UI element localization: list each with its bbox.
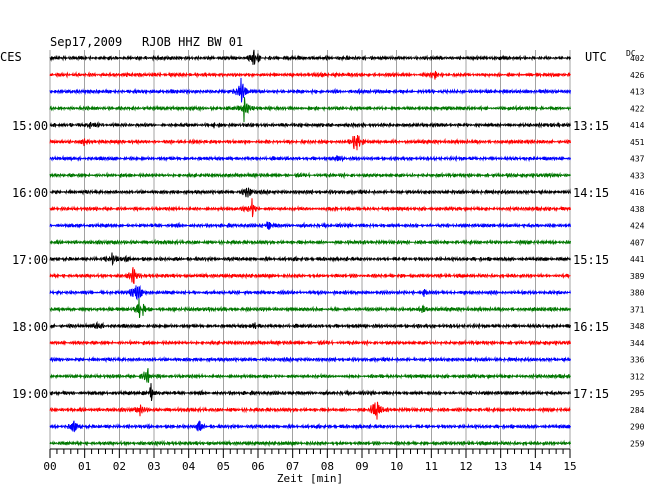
x-tick-label-1: 01 [78,460,91,473]
dc-offset-labels: 402 426 413 422 414 451 437 433 416 438 424 407 441 3… [630,54,645,448]
left-hour-labels: 15:00 16:00 17:00 18:00 19:00 [12,119,48,401]
trace-18 [49,355,571,364]
trace-13 [49,267,571,284]
x-tick-label-10: 10 [390,460,403,473]
right-hour-label-2: 15:15 [573,253,609,267]
trace-5 [49,134,571,151]
trace-group [49,49,571,448]
dc-offset-23: 259 [630,439,645,448]
x-tick-label-15: 15 [563,460,576,473]
dc-offset-12: 441 [630,255,645,264]
x-tick-label-8: 08 [321,460,334,473]
trace-2 [49,77,571,103]
x-axis-tick-labels: 00 01 02 03 04 05 06 07 08 09 10 11 12 13 14 15 [43,460,576,473]
x-tick-label-0: 00 [43,460,56,473]
dc-offset-20: 295 [630,389,645,398]
trace-17 [49,338,571,347]
right-timezone-label: UTC [585,50,607,64]
dc-offset-13: 389 [630,272,645,281]
dc-offset-2: 413 [630,88,645,97]
trace-14 [49,284,571,301]
trace-1 [49,70,571,80]
left-hour-label-1: 16:00 [12,186,48,200]
dc-offset-9: 438 [630,205,645,214]
x-tick-label-9: 09 [355,460,368,473]
trace-4 [49,121,571,129]
trace-15 [49,298,571,318]
x-axis-ticks [49,449,571,458]
dc-offset-17: 344 [630,339,645,348]
dc-offset-15: 371 [630,305,645,314]
dc-offset-14: 380 [630,289,645,298]
trace-19 [49,368,571,383]
x-axis-label: Zeit [min] [277,472,343,485]
x-tick-label-11: 11 [425,460,438,473]
minute-grid [49,50,571,449]
trace-0 [49,49,571,65]
x-tick-label-2: 02 [113,460,126,473]
x-tick-label-4: 04 [182,460,196,473]
trace-11 [49,238,571,246]
left-timezone-label: CES [0,50,22,64]
trace-22 [49,419,571,433]
trace-3 [49,97,571,123]
left-hour-label-4: 19:00 [12,387,48,401]
right-hour-label-4: 17:15 [573,387,609,401]
x-tick-label-14: 14 [529,460,543,473]
dc-offset-7: 433 [630,171,645,180]
trace-21 [49,401,571,420]
right-hour-label-3: 16:15 [573,320,609,334]
right-hour-label-1: 14:15 [573,186,609,200]
x-tick-label-6: 06 [251,460,264,473]
left-hour-label-2: 17:00 [12,253,48,267]
trace-23 [49,439,571,448]
x-tick-label-12: 12 [459,460,472,473]
right-hour-label-0: 13:15 [573,119,609,133]
dc-offset-6: 437 [630,155,645,164]
header-station: RJOB HHZ BW 01 [142,35,243,49]
dc-offset-21: 284 [630,406,645,415]
dc-offset-0: 402 [630,54,645,63]
trace-7 [49,171,571,180]
trace-9 [49,198,571,218]
left-hour-label-0: 15:00 [12,119,48,133]
header-date: Sep17,2009 [50,35,122,49]
dc-offset-1: 426 [630,71,645,80]
dc-offset-18: 336 [630,356,645,365]
dc-offset-11: 407 [630,238,645,247]
left-hour-label-3: 18:00 [12,320,48,334]
trace-12 [49,252,571,267]
x-tick-label-7: 07 [286,460,299,473]
trace-8 [49,187,571,198]
trace-16 [49,320,571,330]
dc-offset-5: 451 [630,138,645,147]
dc-offset-3: 422 [630,104,645,113]
dc-offset-10: 424 [630,222,645,231]
dc-offset-22: 290 [630,423,645,432]
dc-offset-16: 348 [630,322,645,331]
trace-6 [49,154,571,163]
x-tick-label-5: 05 [217,460,230,473]
right-hour-labels: 13:15 14:15 15:15 16:15 17:15 [573,119,609,401]
trace-20 [49,383,571,401]
dc-offset-4: 414 [630,121,645,130]
dc-column-label: DC [626,49,636,58]
x-tick-label-3: 03 [147,460,160,473]
dc-offset-19: 312 [630,372,645,381]
x-tick-label-13: 13 [494,460,507,473]
trace-10 [49,221,571,231]
dc-offset-8: 416 [630,188,645,197]
